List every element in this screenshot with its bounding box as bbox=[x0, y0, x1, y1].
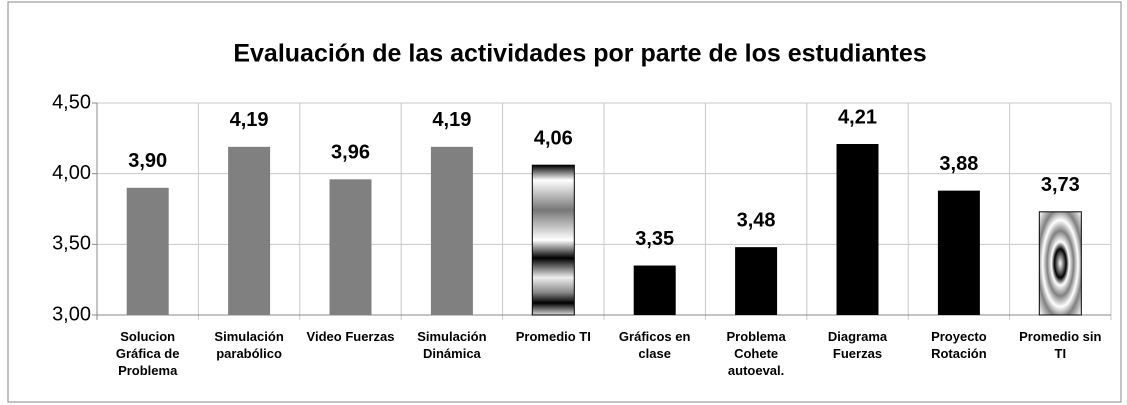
value-label: 4,19 bbox=[230, 109, 269, 131]
x-tick-label: Gráficos en clase bbox=[618, 329, 691, 361]
bar bbox=[937, 190, 980, 315]
y-tick-label: 4,50 bbox=[52, 91, 91, 113]
x-tick-label: Video Fuerzas bbox=[306, 329, 395, 344]
y-tick-label: 4,00 bbox=[52, 162, 91, 184]
value-label: 3,48 bbox=[737, 209, 776, 231]
x-tick-label: Solucion Gráfica de Problema bbox=[115, 329, 180, 378]
x-tick-label: Simulación parabólico bbox=[214, 329, 284, 361]
value-label: 3,90 bbox=[128, 150, 167, 172]
y-tick-label: 3,00 bbox=[52, 303, 91, 325]
value-label: 3,73 bbox=[1041, 174, 1080, 196]
bar bbox=[735, 247, 778, 315]
bar bbox=[329, 179, 372, 315]
value-label: 3,88 bbox=[939, 153, 978, 175]
bar bbox=[430, 146, 473, 315]
x-tick-label: Proyecto Rotación bbox=[931, 329, 987, 361]
y-tick-label: 3,50 bbox=[52, 233, 91, 255]
bar bbox=[531, 164, 575, 316]
value-label: 3,96 bbox=[331, 142, 370, 164]
bar bbox=[1038, 211, 1082, 316]
value-label: 3,35 bbox=[635, 228, 674, 250]
x-tick-label: Problema Cohete autoeval. bbox=[726, 329, 786, 378]
chart-title: Evaluación de las actividades por parte … bbox=[233, 40, 926, 68]
bar bbox=[836, 143, 879, 315]
bar bbox=[126, 187, 169, 315]
bar bbox=[633, 265, 676, 315]
value-label: 4,21 bbox=[838, 106, 877, 128]
x-tick-label: Simulación Dinámica bbox=[417, 329, 487, 361]
value-label: 4,19 bbox=[432, 109, 471, 131]
x-tick-label: Diagrama Fuerzas bbox=[827, 329, 888, 361]
bar bbox=[228, 146, 271, 315]
value-label: 4,06 bbox=[534, 127, 573, 149]
x-tick-label: Promedio sin TI bbox=[1019, 329, 1102, 361]
x-tick-label: Promedio TI bbox=[515, 329, 591, 344]
